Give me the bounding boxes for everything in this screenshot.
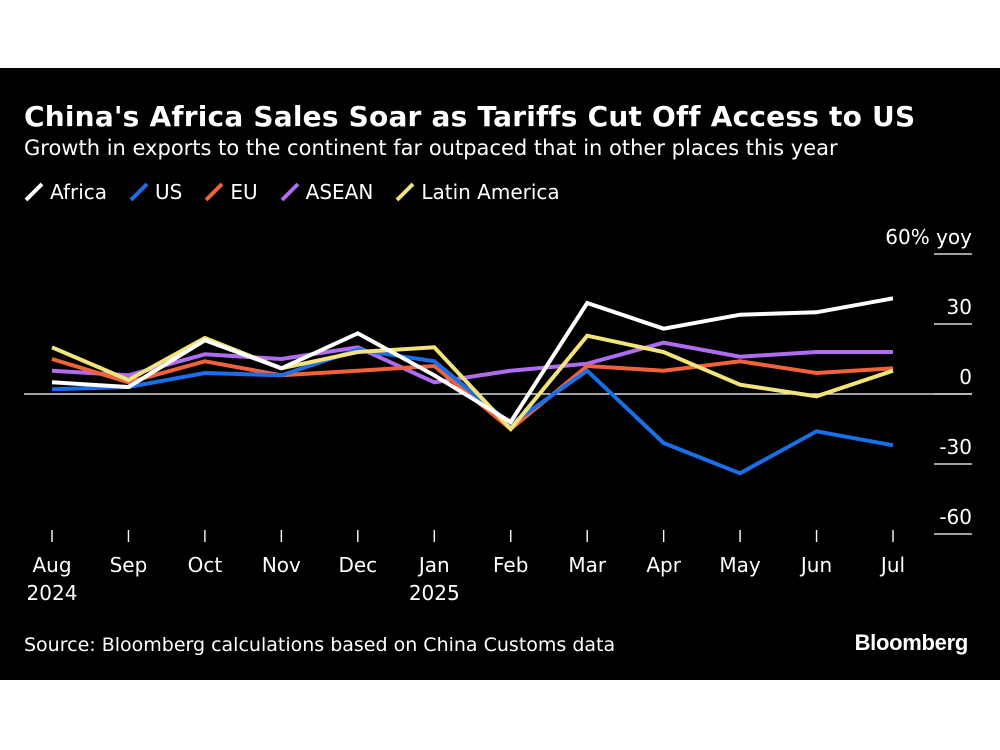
x-tick-label: Feb bbox=[493, 553, 528, 577]
legend-label-eu: EU bbox=[230, 180, 258, 204]
x-tick-year-label: 2025 bbox=[409, 581, 460, 605]
line-chart: 60% yoy 30 0 -30 -60 Aug 2024 Sep Oct Nov Dec Jan 20… bbox=[24, 225, 972, 605]
legend: Africa US EU ASEAN Latin America bbox=[24, 180, 582, 204]
y-tick-label: 30 bbox=[947, 295, 972, 319]
x-tick-label: Jul bbox=[879, 553, 905, 577]
chart-title: China's Africa Sales Soar as Tariffs Cut… bbox=[24, 100, 916, 133]
y-tick-label: -60 bbox=[939, 505, 972, 529]
legend-swatch-us bbox=[129, 182, 149, 202]
series-line-africa bbox=[51, 296, 894, 425]
legend-label-africa: Africa bbox=[50, 180, 108, 204]
x-tick-label: Apr bbox=[646, 553, 681, 577]
x-tick-label: Oct bbox=[188, 553, 223, 577]
series-line-asean bbox=[51, 340, 893, 385]
legend-item-us: US bbox=[129, 180, 182, 204]
x-tick-label: Jan bbox=[417, 553, 450, 577]
chart-panel: China's Africa Sales Soar as Tariffs Cut… bbox=[0, 68, 1000, 680]
legend-label-asean: ASEAN bbox=[305, 180, 374, 204]
legend-item-africa: Africa bbox=[24, 180, 107, 204]
x-tick-label: Sep bbox=[110, 553, 148, 577]
x-tick-label: Dec bbox=[338, 553, 377, 577]
x-tick-label: Mar bbox=[568, 553, 607, 577]
y-tick-label: 0 bbox=[959, 365, 972, 389]
y-tick-label: 60% yoy bbox=[885, 225, 972, 249]
legend-swatch-eu bbox=[204, 182, 224, 202]
x-tick-label: May bbox=[719, 553, 761, 577]
bloomberg-logo: Bloomberg bbox=[854, 630, 969, 655]
legend-label-latin-america: Latin America bbox=[421, 180, 560, 204]
legend-swatch-africa bbox=[24, 182, 44, 202]
legend-swatch-latin-america bbox=[395, 182, 415, 202]
legend-label-us: US bbox=[155, 180, 183, 204]
x-tick-label: Jun bbox=[799, 553, 832, 577]
series-line-us bbox=[51, 347, 894, 476]
legend-item-eu: EU bbox=[204, 180, 258, 204]
x-tick-label: Aug bbox=[32, 553, 71, 577]
source-note: Source: Bloomberg calculations based on … bbox=[24, 634, 616, 656]
x-tick-year-label: 2024 bbox=[27, 581, 78, 605]
legend-swatch-asean bbox=[280, 182, 300, 202]
chart-subtitle: Growth in exports to the continent far o… bbox=[24, 136, 838, 160]
legend-item-asean: ASEAN bbox=[280, 180, 374, 204]
series-line-latin-america bbox=[51, 333, 894, 433]
legend-item-latin-america: Latin America bbox=[395, 180, 560, 204]
x-tick-label: Nov bbox=[262, 553, 301, 577]
y-tick-label: -30 bbox=[939, 435, 972, 459]
